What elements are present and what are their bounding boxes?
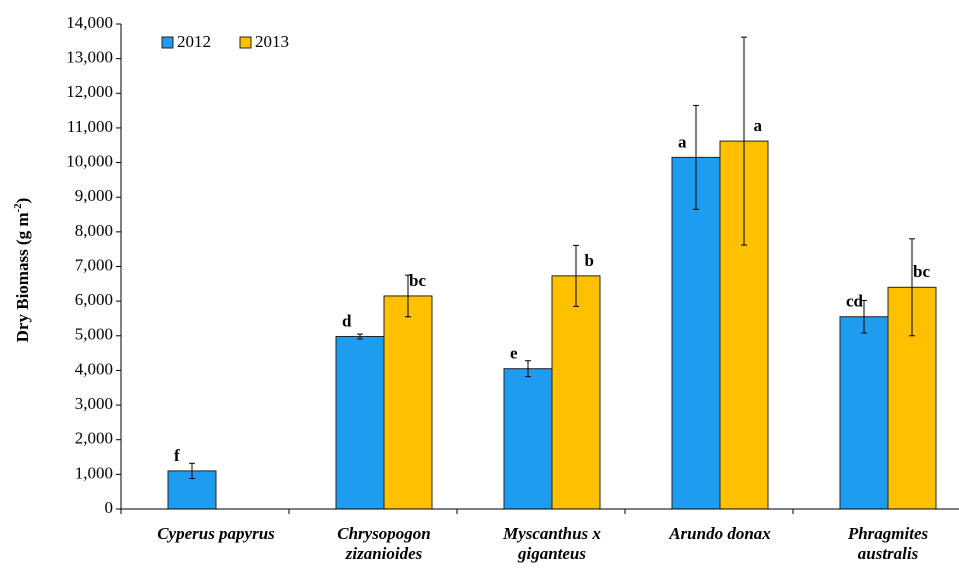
x-tick-label: Phragmites [847,524,929,543]
bar [335,335,385,510]
y-axis-label: Dry Biomass (g m-2) [12,198,32,343]
y-tick-label: 8,000 [75,221,113,240]
y-tick-label: 7,000 [75,255,113,274]
x-tick-label: australis [858,544,919,563]
significance-letter: e [510,344,518,363]
x-tick-label: zizanioides [345,544,423,563]
bar [671,156,721,510]
significance-letter: bc [913,262,930,281]
bar [503,368,553,510]
y-label-text: Dry Biomass (g m [13,212,32,342]
significance-letter: bc [409,271,426,290]
bar [839,316,889,510]
x-tick-label: Myscanthus x [502,524,601,543]
y-tick-label: 4,000 [75,359,113,378]
significance-letter: a [754,116,763,135]
legend-label: 2013 [255,32,289,51]
y-tick-label: 13,000 [66,48,113,67]
y-tick-label: 6,000 [75,290,113,309]
x-tick-label: Chrysopogon [337,524,431,543]
y-tick-label: 2,000 [75,429,113,448]
y-tick-label: 9,000 [75,186,113,205]
y-tick-label: 0 [105,498,114,517]
y-tick-label: 3,000 [75,394,113,413]
legend-label: 2012 [177,32,211,51]
y-tick-label: 14,000 [66,13,113,32]
y-tick-label: 5,000 [75,325,113,344]
x-tick-label: Cyperus papyrus [157,524,275,543]
x-tick-label: Arundo donax [668,524,771,543]
legend-swatch [161,36,174,49]
y-tick-label: 11,000 [67,117,113,136]
legend-swatch [239,36,252,49]
bar [551,275,601,510]
significance-letter: d [342,311,352,330]
y-tick-label: 12,000 [66,82,113,101]
y-label-sup: -2 [12,203,24,213]
y-tick-label: 10,000 [66,151,113,170]
y-label-end: ) [13,198,32,204]
significance-letter: a [678,132,687,151]
bar [383,295,433,510]
significance-letter: b [585,251,594,270]
y-tick-label: 1,000 [75,463,113,482]
significance-letter: cd [846,292,864,311]
significance-letter: f [174,446,180,465]
x-tick-label: giganteus [517,544,586,563]
